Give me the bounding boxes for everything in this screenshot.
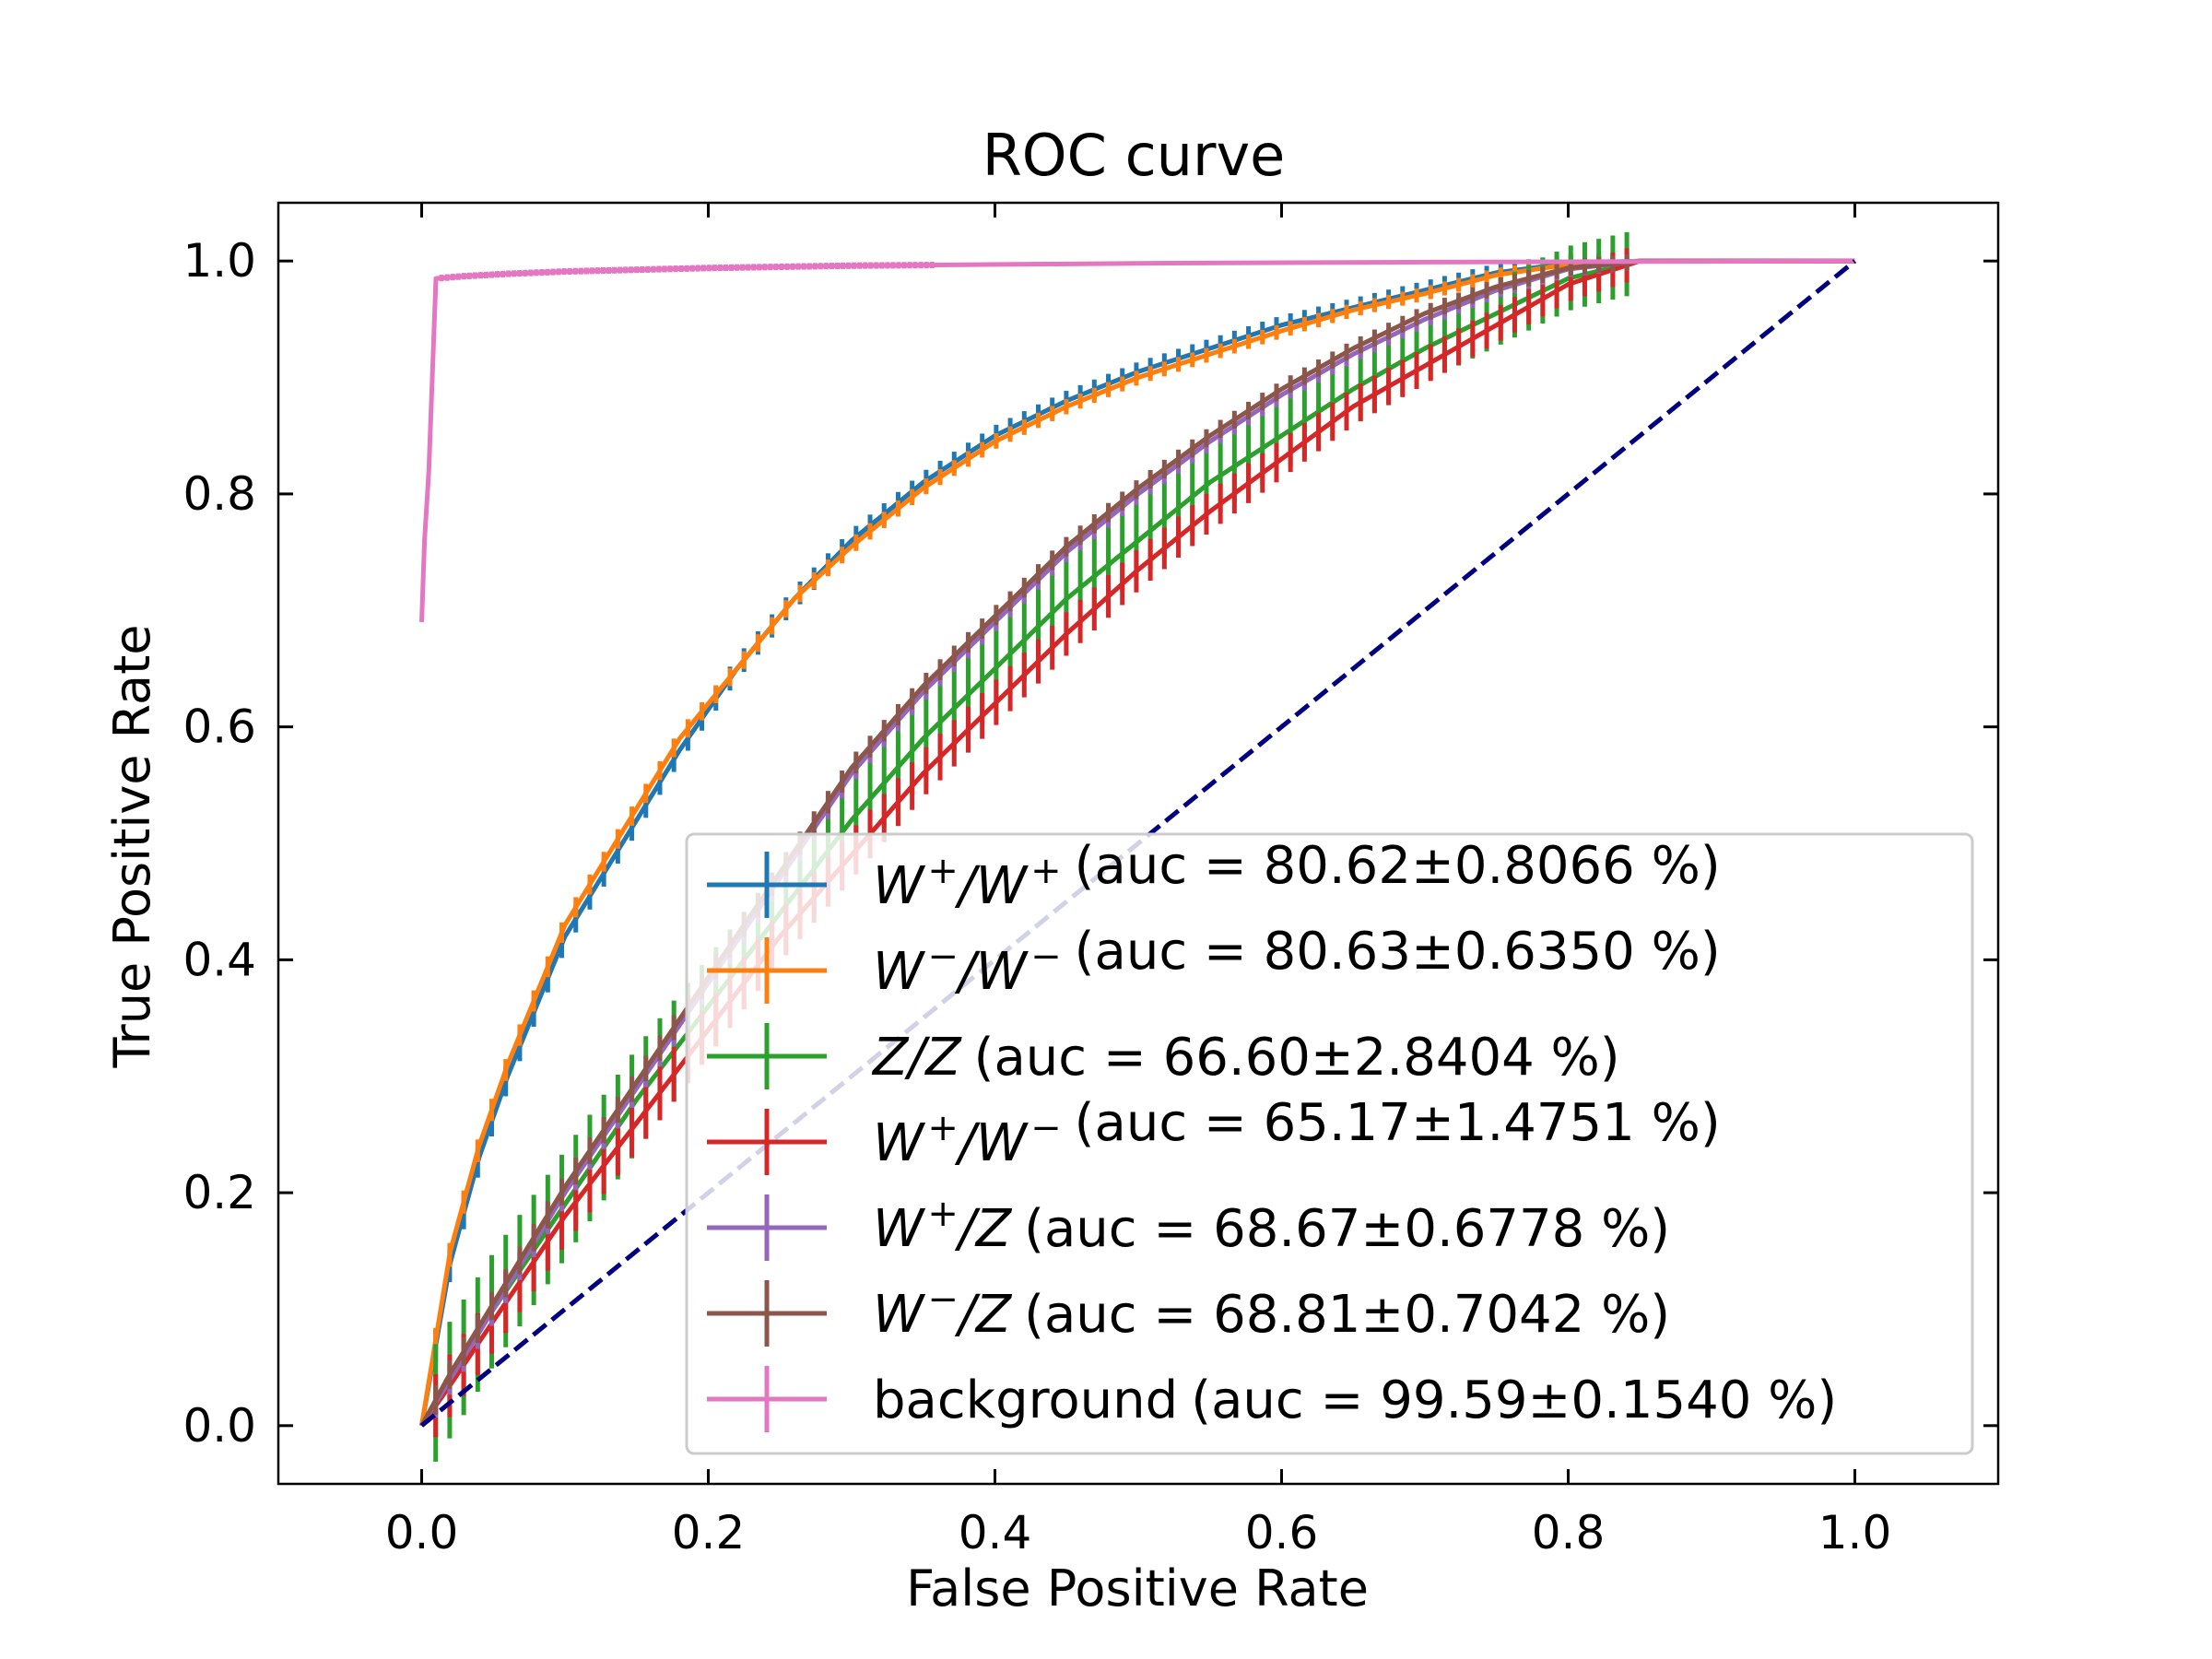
- series-1-line: [419, 258, 1855, 1427]
- x-tick-label: 0.6: [1245, 1506, 1319, 1559]
- x-tick-label: 1.0: [1818, 1506, 1892, 1559]
- legend-label: W +/W − (auc = 65.17±1.4751 %): [873, 1093, 1721, 1173]
- series-6: [419, 258, 1855, 622]
- legend: W +/W + (auc = 80.62±0.8066 %)W −/W − (auc = 8…: [685, 832, 1974, 1455]
- series-3-line: [419, 258, 1855, 1428]
- legend-label: W +/W + (auc = 80.62±0.8066 %): [873, 836, 1721, 916]
- legend-label: W −/Z (auc = 68.81±0.7042 %): [873, 1278, 1670, 1345]
- y-tick-label: 0.0: [182, 1399, 256, 1453]
- legend-label: Z/Z (auc = 66.60±2.8404 %): [871, 1028, 1620, 1088]
- series-5-line: [419, 258, 1855, 1428]
- y-tick-label: 1.0: [182, 234, 256, 288]
- legend-entry: W +/W + (auc = 80.62±0.8066 %): [707, 836, 1721, 918]
- legend-label: background (auc = 99.59±0.1540 %): [873, 1371, 1837, 1430]
- legend-entry: W −/W − (auc = 80.63±0.6350 %): [707, 922, 1721, 1004]
- legend-label: W −/W − (auc = 80.63±0.6350 %): [873, 922, 1721, 1002]
- y-tick-label: 0.4: [182, 933, 256, 986]
- legend-entry: background (auc = 99.59±0.1540 %): [707, 1366, 1837, 1432]
- series-6-line: [419, 258, 1855, 622]
- x-axis-label: False Positive Rate: [906, 1559, 1369, 1618]
- x-tick-label: 0.8: [1532, 1506, 1606, 1559]
- axes: 0.0 0.2 0.4 0.6 0.8 1.0 0.0 0.2 0.4 0.6 0.8 1.0: [182, 201, 2000, 1559]
- y-tick-label: 0.2: [182, 1166, 256, 1219]
- y-tick-label: 0.6: [182, 700, 256, 754]
- legend-entry: Z/Z (auc = 66.60±2.8404 %): [707, 1023, 1620, 1089]
- legend-label: W +/Z (auc = 68.67±0.6778 %): [873, 1193, 1670, 1259]
- legend-entry: W −/Z (auc = 68.81±0.7042 %): [707, 1278, 1670, 1347]
- chart-title: ROC curve: [982, 122, 1286, 189]
- legend-entry: W +/W − (auc = 65.17±1.4751 %): [707, 1093, 1721, 1175]
- y-axis-label: True Positive Rate: [103, 624, 161, 1068]
- series-1: [419, 254, 1855, 1427]
- x-tick-label: 0.4: [959, 1506, 1032, 1559]
- legend-box: [685, 832, 1974, 1455]
- axes-frame: [276, 201, 2000, 1486]
- y-tick-label: 0.8: [182, 467, 256, 521]
- series-2-line: [419, 258, 1855, 1428]
- legend-entry: W +/Z (auc = 68.67±0.6778 %): [707, 1193, 1670, 1261]
- x-tick-label: 0.0: [385, 1506, 459, 1559]
- x-tick-label: 0.2: [672, 1506, 746, 1559]
